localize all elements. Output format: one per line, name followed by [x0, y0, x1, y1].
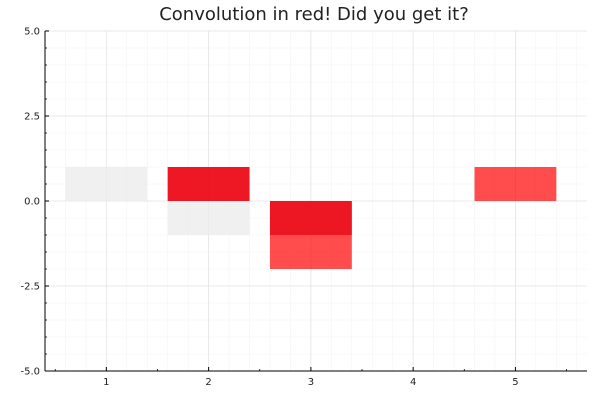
bar-series-3-x-5: [474, 167, 557, 201]
y-tick-label: -2.5: [20, 282, 40, 293]
y-tick-label: -5.0: [20, 367, 40, 378]
y-tick-label: 2.5: [24, 112, 40, 123]
x-tick-label: 5: [512, 377, 518, 388]
bar-series-3-x-3: [269, 201, 352, 269]
y-tick-label: 5.0: [24, 27, 40, 38]
bar-series-3-x-2: [167, 167, 250, 201]
chart-title: Convolution in red! Did you get it?: [159, 4, 469, 25]
ticks: 1 2 3 4 5 -5.0 -2.5 0.0 2.5 5.0: [20, 27, 567, 388]
x-tick-label: 2: [205, 377, 211, 388]
bars: [65, 167, 557, 269]
x-tick-label: 4: [410, 377, 416, 388]
bar-series-1-x-1: [65, 167, 148, 201]
y-tick-label: 0.0: [24, 197, 40, 208]
x-tick-label: 1: [103, 377, 109, 388]
x-tick-label: 3: [308, 377, 314, 388]
bar-series-1-x-2: [167, 201, 250, 235]
